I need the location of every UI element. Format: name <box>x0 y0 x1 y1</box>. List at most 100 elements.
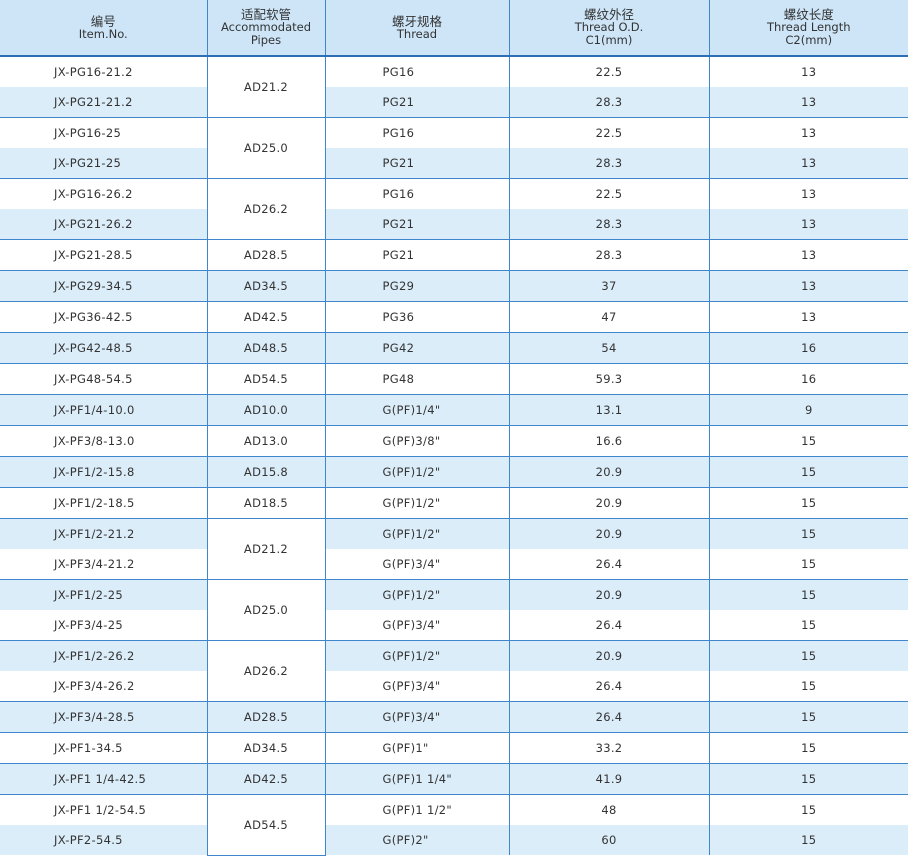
table-row: JX-PF1/2-18.5 AD18.5 G(PF)1/2" 20.9 15 <box>0 487 908 519</box>
pipe: AD10.0 <box>206 394 326 426</box>
thread-od: 26.4 <box>508 701 710 733</box>
thread-od: 26.4 <box>508 549 710 580</box>
thread-od: 28.3 <box>508 209 710 240</box>
thread-length: 15 <box>708 640 908 671</box>
thread-od: 28.3 <box>508 87 710 118</box>
table-row: JX-PF3/4-26.2 G(PF)3/4" 26.4 15 <box>0 671 908 702</box>
thread: G(PF)3/8" <box>324 425 510 457</box>
table-row: JX-PF2-54.5 G(PF)2" 60 15 <box>0 825 908 855</box>
table-row: JX-PF3/4-21.2 G(PF)3/4" 26.4 15 <box>0 549 908 580</box>
item-no: JX-PG16-26.2 <box>0 178 208 209</box>
item-no: JX-PF1/2-15.8 <box>0 456 208 488</box>
table-row: JX-PF1 1/2-54.5 AD54.5 G(PF)1 1/2" 48 15 <box>0 794 908 856</box>
table-row: JX-PF1-34.5 AD34.5 G(PF)1" 33.2 15 <box>0 732 908 764</box>
thread-od: 47 <box>508 301 710 333</box>
item-no: JX-PG48-54.5 <box>0 363 208 395</box>
thread-od: 16.6 <box>508 425 710 457</box>
thread-length: 13 <box>708 239 908 271</box>
table-row: JX-PG21-21.2 PG21 28.3 13 <box>0 87 908 118</box>
thread-od: 60 <box>508 825 710 855</box>
table-row: JX-PG36-42.5 AD42.5 PG36 47 13 <box>0 301 908 333</box>
thread: PG21 <box>324 148 510 179</box>
item-no: JX-PG42-48.5 <box>0 332 208 364</box>
header-line: Item.No. <box>78 26 128 41</box>
thread-length: 13 <box>708 87 908 118</box>
header-cell: 螺纹长度 Thread Length C2(mm) <box>708 0 908 57</box>
thread-length: 15 <box>708 487 908 519</box>
pipe: AD48.5 <box>206 332 326 364</box>
table-row: JX-PF1/2-26.2 AD26.2 G(PF)1/2" 20.9 15 <box>0 640 908 702</box>
item-no: JX-PG21-26.2 <box>0 209 208 240</box>
item-no: JX-PF1/4-10.0 <box>0 394 208 426</box>
pipe: AD34.5 <box>206 732 326 764</box>
thread-od: 48 <box>508 794 710 825</box>
pipe: AD25.0 <box>206 579 326 641</box>
item-no: JX-PF1/2-18.5 <box>0 487 208 519</box>
item-no: JX-PF1 1/4-42.5 <box>0 763 208 795</box>
header-line: Accommodated Pipes <box>220 20 312 47</box>
thread: G(PF)3/4" <box>324 549 510 580</box>
thread-length: 15 <box>708 671 908 702</box>
header-line: 螺纹外径 <box>583 7 634 22</box>
table-row: JX-PF3/8-13.0 AD13.0 G(PF)3/8" 16.6 15 <box>0 425 908 457</box>
table-row: JX-PG21-25 PG21 28.3 13 <box>0 148 908 179</box>
thread-length: 13 <box>708 178 908 209</box>
item-no: JX-PF3/4-25 <box>0 610 208 641</box>
item-no: JX-PF3/4-26.2 <box>0 671 208 702</box>
thread: PG16 <box>324 55 510 87</box>
table-row: JX-PG29-34.5 AD34.5 PG29 37 13 <box>0 270 908 302</box>
item-no: JX-PF3/4-21.2 <box>0 549 208 580</box>
item-no: JX-PG21-21.2 <box>0 87 208 118</box>
table-row: JX-PG21-26.2 PG21 28.3 13 <box>0 209 908 240</box>
thread: PG36 <box>324 301 510 333</box>
thread-od: 54 <box>508 332 710 364</box>
header-line: Thread Length <box>766 20 851 34</box>
item-no: JX-PF1 1/2-54.5 <box>0 794 208 825</box>
thread-od: 37 <box>508 270 710 302</box>
thread: G(PF)1/2" <box>324 487 510 519</box>
item-no: JX-PG16-25 <box>0 117 208 148</box>
thread-length: 15 <box>708 794 908 825</box>
thread-length: 16 <box>708 332 908 364</box>
pipe: AD54.5 <box>206 794 326 856</box>
table-row: JX-PG21-28.5 AD28.5 PG21 28.3 13 <box>0 239 908 271</box>
pipe: AD28.5 <box>206 701 326 733</box>
thread-length: 15 <box>708 701 908 733</box>
thread-od: 28.3 <box>508 239 710 271</box>
thread-length: 15 <box>708 518 908 549</box>
pipe: AD26.2 <box>206 178 326 240</box>
table-row: JX-PG16-21.2 AD21.2 PG16 22.5 13 <box>0 55 908 118</box>
pipe: AD25.0 <box>206 117 326 179</box>
header-cell: 适配软管 Accommodated Pipes <box>206 0 326 57</box>
thread-length: 13 <box>708 301 908 333</box>
thread: G(PF)1/4" <box>324 394 510 426</box>
thread-length: 13 <box>708 148 908 179</box>
header-cell: 螺纹外径 Thread O.D. C1(mm) <box>508 0 710 57</box>
table-row: JX-PG16-25 AD25.0 PG16 22.5 13 <box>0 117 908 179</box>
thread-od: 20.9 <box>508 579 710 610</box>
thread-length: 15 <box>708 579 908 610</box>
thread: PG16 <box>324 178 510 209</box>
item-no: JX-PF3/8-13.0 <box>0 425 208 457</box>
table-row: JX-PF1/2-15.8 AD15.8 G(PF)1/2" 20.9 15 <box>0 456 908 488</box>
thread-od: 26.4 <box>508 610 710 641</box>
header-line: 编号 <box>90 13 116 29</box>
thread-od: 20.9 <box>508 456 710 488</box>
thread-length: 13 <box>708 209 908 240</box>
item-no: JX-PG21-28.5 <box>0 239 208 271</box>
thread: G(PF)1/2" <box>324 518 510 549</box>
table-row: JX-PF1/4-10.0 AD10.0 G(PF)1/4" 13.1 9 <box>0 394 908 426</box>
header-line: Thread <box>396 26 438 41</box>
table-body: JX-PG16-21.2 AD21.2 PG16 22.5 13 JX-PG21-21.2… <box>0 55 908 856</box>
table-row: JX-PF1/2-21.2 AD21.2 G(PF)1/2" 20.9 15 <box>0 518 908 580</box>
item-no: JX-PF1/2-25 <box>0 579 208 610</box>
thread-od: 22.5 <box>508 178 710 209</box>
thread-od: 28.3 <box>508 148 710 179</box>
thread-length: 15 <box>708 825 908 855</box>
thread: PG48 <box>324 363 510 395</box>
item-no: JX-PF1/2-21.2 <box>0 518 208 549</box>
item-no: JX-PG29-34.5 <box>0 270 208 302</box>
pipe: AD34.5 <box>206 270 326 302</box>
